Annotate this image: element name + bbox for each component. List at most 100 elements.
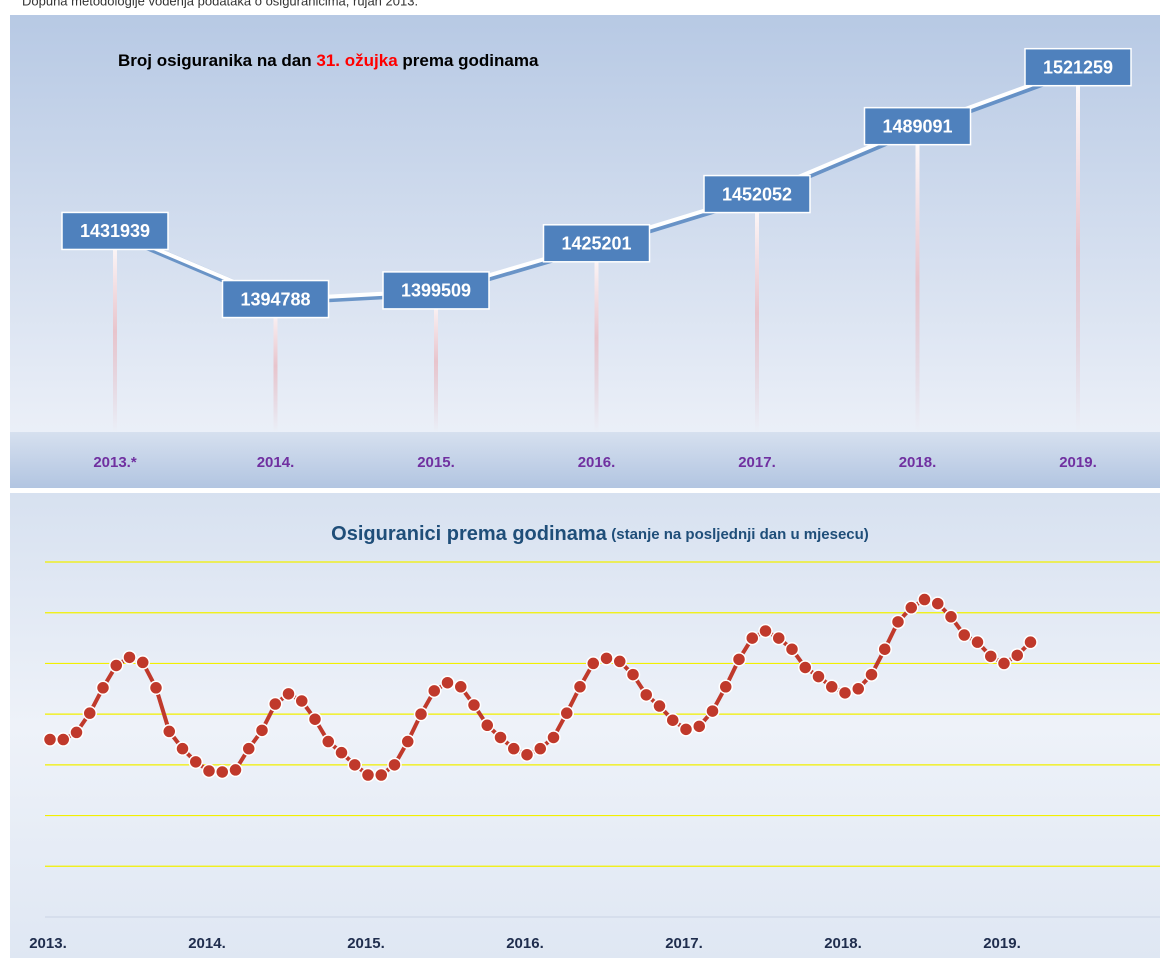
marker (771, 630, 786, 646)
marker (943, 609, 959, 625)
marker (983, 649, 998, 664)
marker (321, 734, 336, 749)
marker (957, 627, 972, 643)
marker (599, 651, 614, 666)
marker (400, 734, 415, 749)
data-label: 1425201 (561, 234, 631, 254)
marker (930, 596, 945, 611)
marker (784, 641, 800, 657)
data-label-box (382, 271, 490, 310)
title-part: Broj osiguranika na dan (118, 51, 312, 70)
marker (758, 623, 773, 639)
data-label: 1431939 (80, 221, 150, 241)
x-tick-label: 2013. (29, 935, 67, 952)
x-tick-label: 2014. (257, 454, 295, 471)
marker (347, 757, 362, 773)
x-tick-label: 2013.* (93, 454, 137, 471)
data-label-box (61, 211, 169, 251)
data-label: 1452052 (722, 184, 792, 204)
marker (559, 705, 574, 721)
marker (466, 697, 482, 713)
data-label: 1394788 (240, 289, 310, 309)
marker (241, 741, 256, 756)
marker (135, 655, 150, 670)
data-label-box (863, 106, 972, 146)
chart-yearly: Broj osiguranika na dan 31. ožujka prema… (61, 47, 1132, 471)
marker (970, 634, 985, 650)
marker (109, 658, 124, 673)
marker (69, 725, 84, 740)
marker (387, 757, 402, 773)
marker (506, 741, 521, 756)
marker (413, 706, 429, 722)
marker (824, 679, 839, 695)
marker (56, 732, 71, 747)
data-label-box (1024, 47, 1132, 87)
marker (572, 679, 588, 695)
data-label-box (542, 224, 651, 263)
marker (294, 693, 309, 709)
marker (453, 679, 468, 695)
marker (427, 683, 442, 699)
x-tick-label: 2015. (347, 935, 385, 952)
stalk (594, 243, 599, 432)
category-band (10, 432, 1160, 488)
marker (215, 764, 230, 780)
marker (334, 745, 349, 760)
marker (625, 667, 641, 682)
stalk (434, 290, 438, 432)
marker (1010, 648, 1025, 663)
marker (188, 754, 203, 770)
marker (678, 722, 694, 737)
marker (519, 747, 535, 762)
x-tick-label: 2016. (506, 935, 544, 952)
x-tick-label: 2019. (983, 935, 1021, 952)
marker (360, 767, 376, 783)
x-tick-label: 2018. (899, 454, 937, 471)
chart-title: Broj osiguranika na dan 31. ožujka prema… (118, 51, 539, 70)
x-tick-label: 2019. (1059, 454, 1097, 471)
data-label-box (221, 279, 330, 319)
marker (837, 685, 853, 701)
marker (652, 698, 667, 714)
marker (692, 719, 707, 734)
stalk (915, 126, 920, 432)
marker (612, 654, 627, 669)
marker (546, 730, 561, 745)
stalk (755, 194, 759, 432)
x-tick-label: 2015. (417, 454, 455, 471)
marker (493, 730, 508, 745)
x-tick-label: 2014. (188, 935, 226, 952)
marker (705, 703, 720, 719)
data-label: 1521259 (1043, 57, 1113, 77)
marker (996, 656, 1012, 671)
stalk (113, 231, 117, 432)
marker (42, 732, 58, 747)
marker (904, 600, 919, 615)
marker (228, 762, 243, 778)
marker (665, 712, 680, 728)
title-highlight: 31. ožujka (316, 51, 398, 70)
marker (440, 675, 455, 690)
chart-monthly: Osiguranici prema godinama (stanje na po… (29, 523, 1160, 952)
subtitle: (stanje na posljednji dan u mjesecu) (611, 526, 869, 543)
marker (917, 592, 932, 607)
title-part: prema godinama (402, 51, 539, 70)
marker (82, 705, 97, 721)
data-label-box (703, 174, 811, 214)
x-tick-label: 2017. (665, 935, 703, 952)
marker (851, 681, 866, 697)
marker (374, 767, 389, 783)
marker (731, 652, 747, 667)
data-label: 1489091 (882, 116, 952, 136)
marker (877, 641, 892, 657)
panel-bottom (10, 493, 1160, 958)
x-tick-label: 2018. (824, 935, 862, 952)
stalk (1076, 67, 1080, 432)
marker (254, 723, 270, 738)
x-tick-label: 2017. (738, 454, 776, 471)
marker (586, 656, 601, 671)
marker (201, 763, 217, 779)
marker (480, 718, 495, 733)
marker (162, 724, 177, 739)
